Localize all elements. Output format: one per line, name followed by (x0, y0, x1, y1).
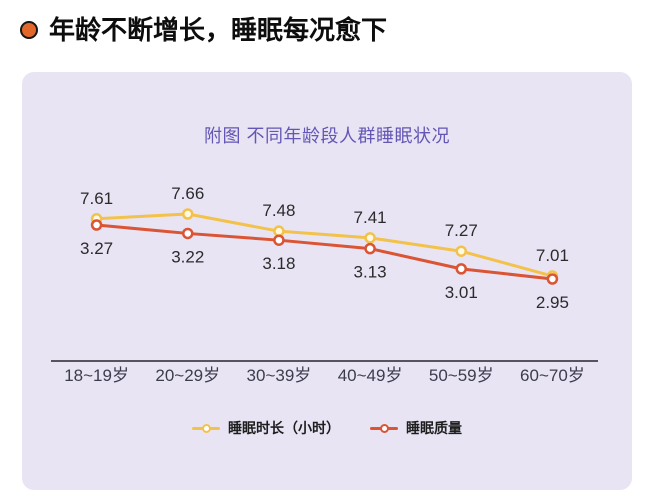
legend-label-sleep-quality: 睡眠质量 (406, 420, 462, 436)
data-label: 3.22 (171, 247, 204, 266)
x-axis-label: 50~59岁 (429, 366, 494, 385)
data-label: 7.66 (171, 184, 204, 203)
legend: 睡眠时长（小时） 睡眠质量 (22, 418, 632, 438)
data-label: 3.01 (445, 283, 478, 302)
legend-marker-ring (201, 423, 211, 433)
data-point-marker (182, 208, 194, 220)
data-label: 3.13 (354, 263, 387, 282)
x-axis-label: 40~49岁 (338, 366, 403, 385)
legend-line-marker-icon (370, 423, 398, 433)
data-label: 2.95 (536, 293, 569, 312)
data-label: 7.41 (354, 208, 387, 227)
data-point-marker (364, 242, 376, 255)
x-axis-label: 30~39岁 (247, 366, 312, 385)
data-point-marker (182, 227, 194, 240)
data-point-marker (455, 263, 467, 275)
series-line-0 (95, 212, 554, 278)
chart-title: 附图 不同年龄段人群睡眠状况 (204, 126, 450, 146)
series-line-1 (95, 223, 554, 281)
chart-svg: 18~19岁 20~29岁 30~39岁 40~49岁 50~59岁 60~70岁 7.61… (51, 184, 598, 385)
data-point-marker (364, 232, 376, 244)
x-axis-label: 18~19岁 (64, 366, 129, 385)
data-point-marker (455, 245, 467, 257)
data-label: 3.27 (80, 239, 113, 258)
legend-line-marker-icon (192, 423, 220, 433)
data-point-marker (273, 225, 285, 237)
data-point-marker (546, 273, 559, 285)
data-point-marker (90, 219, 103, 231)
title-bullet-icon (20, 21, 38, 40)
x-axis-label: 20~29岁 (155, 366, 220, 385)
data-label: 7.01 (536, 246, 569, 265)
legend-marker-ring (379, 423, 389, 433)
data-label: 7.61 (80, 189, 113, 208)
page-title: 年龄不断增长，睡眠每况愈下 (49, 15, 388, 45)
data-label: 7.27 (445, 221, 478, 240)
page-header: 年龄不断增长，睡眠每况愈下 (20, 16, 387, 45)
legend-label-sleep-duration: 睡眠时长（小时） (228, 420, 340, 436)
data-point-marker (273, 234, 285, 246)
legend-item-sleep-duration[interactable]: 睡眠时长（小时） (192, 418, 340, 438)
data-label: 7.48 (262, 201, 295, 220)
chart-panel: 附图 不同年龄段人群睡眠状况 18~19岁 20~29岁 30~39岁 40~49岁 5… (22, 72, 632, 490)
legend-item-sleep-quality[interactable]: 睡眠质量 (370, 418, 462, 438)
x-axis-label: 60~70岁 (520, 366, 585, 385)
data-label: 3.18 (262, 254, 295, 273)
